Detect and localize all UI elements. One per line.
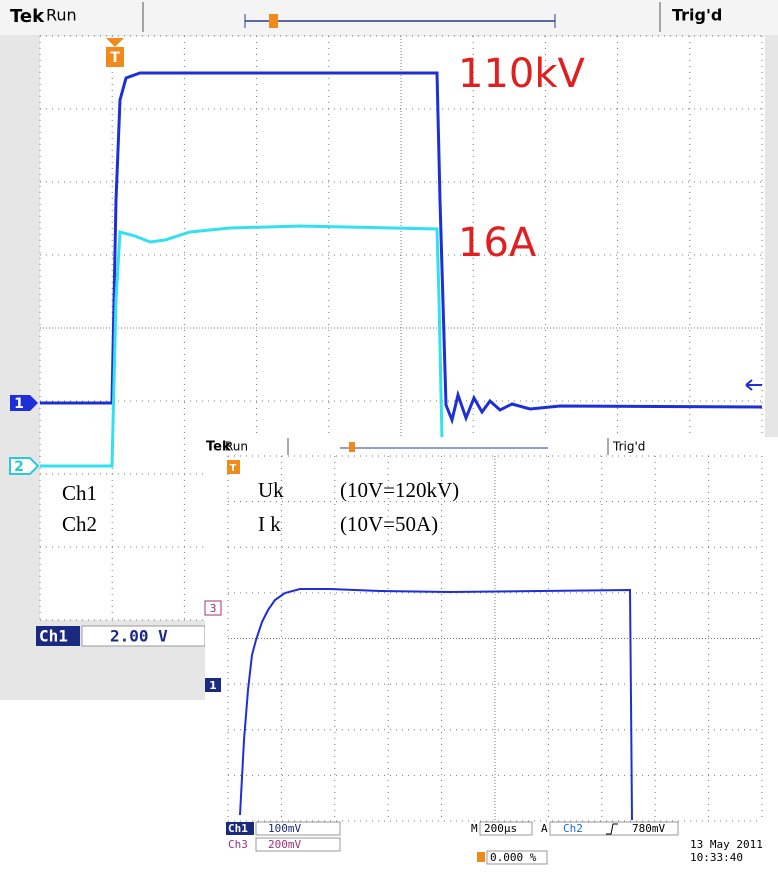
inset-trigger-marker: T bbox=[230, 463, 237, 474]
inset-ch1: Ch1 bbox=[228, 822, 248, 835]
ik-scale: (10V=50A) bbox=[340, 512, 438, 536]
inset-channel-marker: 1 bbox=[209, 679, 217, 692]
inset-channel-marker: 3 bbox=[210, 602, 217, 615]
voltage-label: 110kV bbox=[458, 51, 586, 97]
screenshot: Tek Run Trig'd T 1 2 110kV 16A Ch1 Ch2 C… bbox=[0, 0, 778, 869]
main-status-bar bbox=[0, 0, 778, 35]
date: 13 May 2011 bbox=[690, 838, 763, 851]
current-label: 16A bbox=[458, 220, 537, 266]
ch2-name: Ch2 bbox=[62, 512, 97, 536]
trigger-channel: Ch2 bbox=[563, 822, 583, 835]
inset-scope-frame bbox=[205, 437, 778, 869]
inset-ch3: Ch3 bbox=[228, 838, 248, 851]
trigger-label: A bbox=[541, 822, 548, 835]
brand: Tek bbox=[10, 6, 45, 27]
time: 10:33:40 bbox=[690, 851, 743, 864]
timebase: 200µs bbox=[484, 822, 517, 835]
readout-channel: Ch1 bbox=[39, 627, 68, 646]
timebase-label: M bbox=[471, 822, 478, 835]
inset-ch3-scale: 200mV bbox=[268, 838, 301, 851]
trigger-level: 780mV bbox=[632, 822, 665, 835]
readout-scale: 2.00 V bbox=[110, 627, 168, 646]
status: Run bbox=[46, 6, 77, 25]
uk-label: Uk bbox=[258, 478, 284, 502]
trigger-position: 0.000 % bbox=[490, 851, 537, 864]
uk-scale: (10V=120kV) bbox=[340, 478, 459, 502]
trigger-marker: T bbox=[110, 50, 120, 66]
inset-status: Run bbox=[225, 440, 248, 454]
ch1-name: Ch1 bbox=[62, 481, 97, 505]
channel-marker: 1 bbox=[14, 396, 24, 412]
ik-label: I k bbox=[258, 512, 281, 536]
inset-ch1-scale: 100mV bbox=[268, 822, 301, 835]
trigger-position-icon bbox=[477, 852, 485, 862]
inset-trigger-status: Trig'd bbox=[612, 440, 645, 454]
trigger-status: Trig'd bbox=[672, 6, 722, 25]
trigger-position-icon bbox=[269, 14, 278, 28]
inset-trigger-position-icon bbox=[349, 442, 355, 452]
channel-marker: 2 bbox=[14, 459, 24, 475]
